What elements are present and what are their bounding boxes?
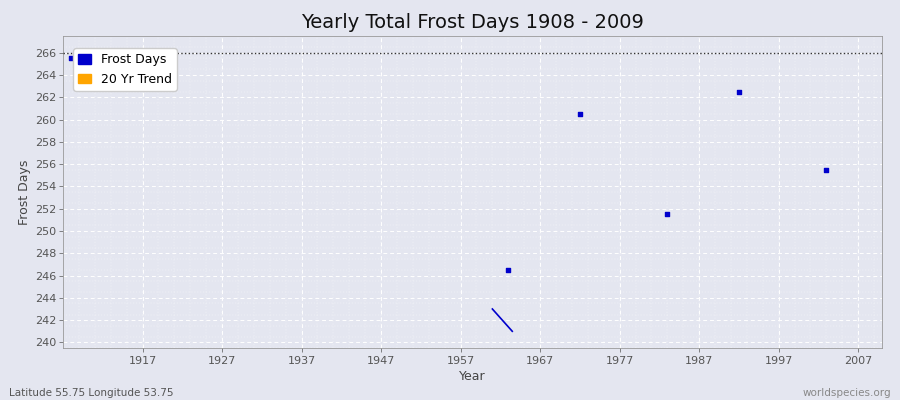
Title: Yearly Total Frost Days 1908 - 2009: Yearly Total Frost Days 1908 - 2009: [302, 13, 644, 32]
Point: [732, 88, 746, 95]
Point: [660, 211, 674, 218]
Point: [64, 55, 78, 62]
X-axis label: Year: Year: [459, 370, 486, 384]
Point: [819, 166, 833, 173]
Point: [501, 267, 516, 273]
Legend: Frost Days, 20 Yr Trend: Frost Days, 20 Yr Trend: [73, 48, 176, 91]
Y-axis label: Frost Days: Frost Days: [17, 159, 31, 225]
Text: Latitude 55.75 Longitude 53.75: Latitude 55.75 Longitude 53.75: [9, 388, 174, 398]
Point: [572, 111, 587, 117]
Text: worldspecies.org: worldspecies.org: [803, 388, 891, 398]
